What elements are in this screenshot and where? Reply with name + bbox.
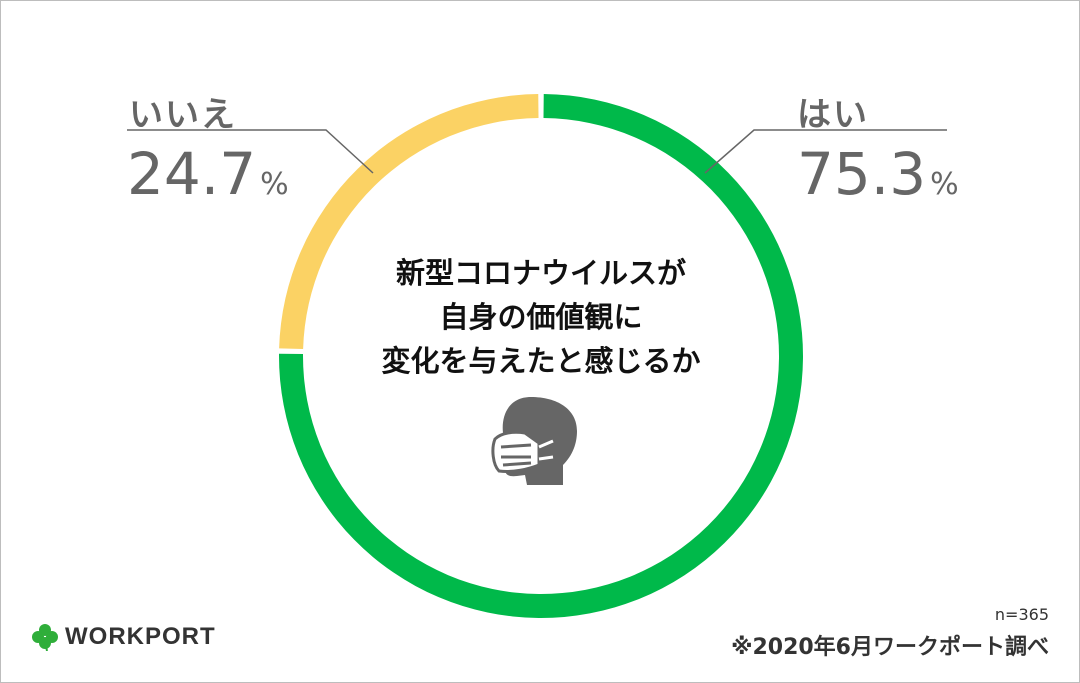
data-label-no: 24.7% (127, 145, 289, 203)
chart-title-line-2: 自身の価値観に (439, 300, 643, 334)
face-mask-icon (491, 397, 577, 485)
data-label-yes: 75.3% (797, 145, 959, 203)
chart-title: 新型コロナウイルスが 自身の価値観に 変化を与えたと感じるか (341, 251, 741, 383)
brand-logo: WORKPORT (31, 623, 216, 651)
chart-title-line-1: 新型コロナウイルスが (395, 256, 686, 290)
legend-label-no: いいえ (129, 95, 237, 135)
sample-size: n=365 (994, 605, 1049, 624)
data-label-yes-unit: % (930, 167, 959, 202)
slice-no (279, 94, 539, 350)
data-label-no-unit: % (260, 167, 289, 202)
data-label-no-value: 24.7 (127, 140, 257, 208)
data-label-yes-value: 75.3 (797, 140, 927, 208)
chart-title-line-3: 変化を与えたと感じるか (381, 344, 701, 378)
legend-label-yes: はい (797, 95, 869, 135)
source-note: ※2020年6月ワークポート調べ (731, 635, 1049, 660)
brand-name: WORKPORT (65, 623, 216, 650)
leader-line-yes (704, 129, 947, 174)
clover-icon (32, 624, 58, 651)
leader-line-no (127, 129, 374, 174)
